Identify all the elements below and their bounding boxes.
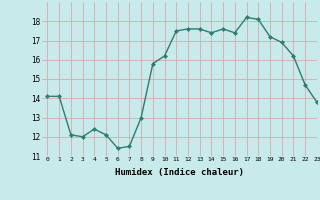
X-axis label: Humidex (Indice chaleur): Humidex (Indice chaleur) — [115, 168, 244, 177]
